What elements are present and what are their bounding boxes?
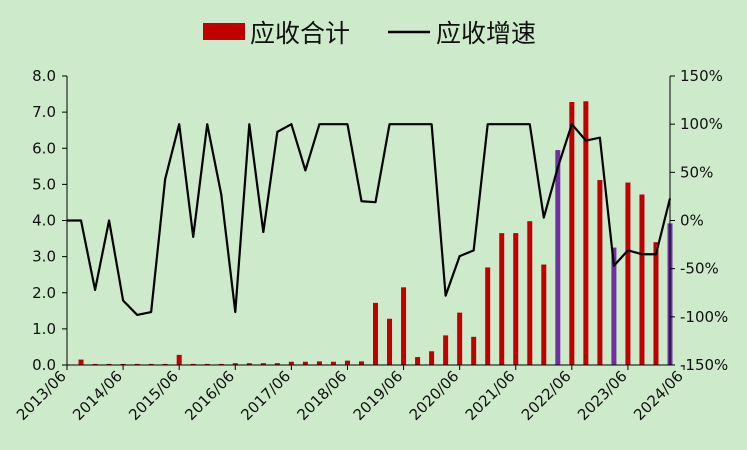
- right-tick-label: 50%: [680, 163, 713, 181]
- bar: [246, 363, 252, 365]
- x-tick-label: 2019/06: [350, 367, 407, 424]
- bar: [134, 363, 140, 365]
- bar: [387, 318, 393, 365]
- bar: [148, 363, 154, 365]
- left-tick-label: 6.0: [32, 139, 56, 157]
- x-tick-label: 2016/06: [181, 367, 238, 424]
- legend-line-label: 应收增速: [436, 19, 536, 48]
- bar: [485, 267, 491, 365]
- bar: [358, 361, 364, 365]
- left-tick-label: 4.0: [32, 212, 56, 230]
- bar: [583, 101, 589, 365]
- tick-labels: 0.0 1.0 2.0 3.0 4.0 5.0 6.0 7.0 8.0 -150% -100% -50…: [13, 67, 728, 424]
- right-tick-label: 150%: [680, 67, 723, 85]
- bar: [344, 360, 350, 365]
- bar: [274, 363, 280, 365]
- right-tick-label: -100%: [680, 308, 728, 326]
- bar: [513, 233, 519, 365]
- x-tick-label: 2022/06: [518, 367, 575, 424]
- bar: [569, 102, 575, 365]
- bar: [597, 180, 603, 365]
- bar: [625, 182, 631, 365]
- legend-bar-swatch: [203, 23, 245, 40]
- x-tick-label: 2023/06: [574, 367, 631, 424]
- bar: [527, 221, 533, 365]
- bar: [499, 233, 505, 365]
- x-tick-label: 2020/06: [406, 367, 463, 424]
- x-tick-label: 2014/06: [69, 367, 126, 424]
- bar: [611, 247, 617, 365]
- bar: [401, 287, 407, 365]
- right-tick-label: 100%: [680, 115, 723, 133]
- bar: [302, 361, 308, 365]
- bar: [443, 335, 449, 365]
- bar: [232, 363, 238, 365]
- right-tick-label: -150%: [680, 356, 728, 374]
- line-series: [67, 123, 672, 317]
- left-tick-label: 3.0: [32, 248, 56, 266]
- bar: [373, 302, 379, 365]
- x-tick-label: 2024/06: [630, 367, 687, 424]
- bar: [415, 357, 421, 365]
- left-tick-label: 0.0: [32, 356, 56, 374]
- x-tick-label: 2013/06: [13, 367, 70, 424]
- bar: [260, 363, 266, 365]
- x-tick-label: 2015/06: [125, 367, 182, 424]
- x-tick-label: 2017/06: [237, 367, 294, 424]
- bar-series: [64, 101, 673, 365]
- bar: [120, 363, 126, 365]
- axes: [62, 75, 685, 370]
- legend: 应收合计 应收增速: [203, 19, 536, 48]
- x-tick-label: 2018/06: [293, 367, 350, 424]
- bar: [429, 351, 435, 365]
- right-tick-label: 0%: [680, 212, 704, 230]
- bar: [162, 363, 168, 365]
- left-tick-label: 7.0: [32, 103, 56, 121]
- bar: [176, 354, 182, 365]
- bar: [330, 361, 336, 365]
- left-tick-label: 1.0: [32, 320, 56, 338]
- bar: [288, 361, 294, 365]
- legend-bar-label: 应收合计: [250, 19, 350, 48]
- bar: [541, 264, 547, 365]
- left-tick-label: 8.0: [32, 67, 56, 85]
- bar: [92, 363, 98, 365]
- right-tick-label: -50%: [680, 260, 719, 278]
- left-tick-label: 2.0: [32, 284, 56, 302]
- bar: [316, 361, 322, 365]
- bar: [457, 312, 463, 365]
- bar: [471, 336, 477, 365]
- bar: [78, 359, 84, 365]
- growth-line: [67, 123, 672, 317]
- bar: [106, 363, 112, 365]
- left-tick-label: 5.0: [32, 175, 56, 193]
- bar: [653, 242, 659, 365]
- bar: [218, 363, 224, 365]
- x-tick-label: 2021/06: [462, 367, 519, 424]
- bar: [190, 363, 196, 365]
- bar: [639, 194, 645, 365]
- bar: [204, 363, 210, 365]
- bar: [555, 150, 561, 365]
